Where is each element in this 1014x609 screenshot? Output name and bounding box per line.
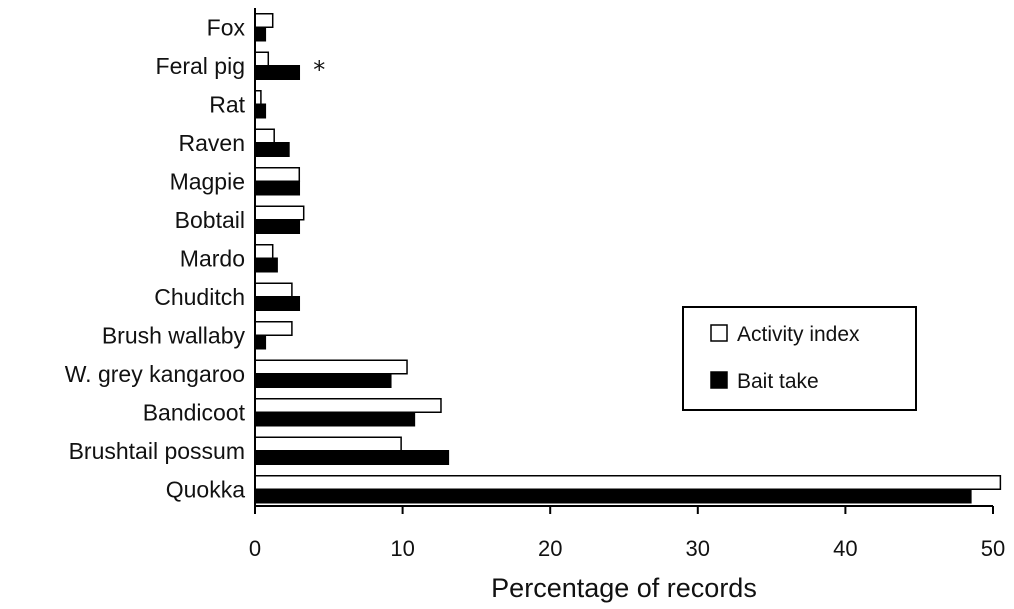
legend: Activity index Bait take [682,306,917,411]
bar-activity-index-feral-pig [254,51,270,67]
category-label-fox: Fox [207,14,246,40]
legend-box [682,306,917,411]
category-label-feral-pig: Feral pig [156,53,245,79]
bar-activity-index-brush-wallaby [254,321,293,336]
bar-activity-index-quokka [254,475,1002,490]
bar-bait-take-bobtail [254,219,301,234]
bar-bait-take-chuditch [254,296,301,311]
category-label-raven: Raven [179,130,245,156]
legend-label-bait-take: Bait take [737,370,819,393]
bars-layer [254,13,1002,504]
x-tick-label-30: 30 [686,536,710,561]
x-axis-ticks: 0 10 20 30 40 50 [249,506,1005,561]
category-labels: Fox Feral pig Rat Raven Magpie Bobtail Mardo Ch… [65,14,246,502]
bar-bait-take-bandicoot [254,411,416,427]
legend-label-activity-index: Activity index [737,323,860,346]
annotations: * [313,56,325,84]
bar-bait-take-rat [254,103,267,119]
bar-bait-take-brush-wallaby [254,334,267,350]
bar-activity-index-w-grey-kangaroo [254,359,408,375]
bar-activity-index-bobtail [254,205,305,221]
category-label-magpie: Magpie [170,168,245,194]
bar-bait-take-mardo [254,257,278,273]
category-label-mardo: Mardo [180,245,245,271]
category-label-quokka: Quokka [166,476,245,502]
bar-activity-index-raven [254,128,275,144]
x-tick-label-50: 50 [981,536,1005,561]
legend-swatch-activity-index [710,324,728,342]
category-label-rat: Rat [209,91,245,117]
x-tick-label-0: 0 [249,536,261,561]
x-tick-label-10: 10 [390,536,414,561]
bar-bait-take-w-grey-kangaroo [254,373,392,388]
bar-activity-index-mardo [254,244,274,259]
bar-activity-index-bandicoot [254,398,442,413]
category-label-brushtail-possum: Brushtail possum [69,438,245,464]
category-label-bobtail: Bobtail [175,207,245,233]
bar-bait-take-fox [254,26,267,42]
bar-bait-take-feral-pig [254,65,301,80]
category-label-w-grey-kangaroo: W. grey kangaroo [65,361,245,387]
category-label-bandicoot: Bandicoot [143,399,246,425]
bar-activity-index-magpie [254,167,301,182]
x-tick-label-40: 40 [833,536,857,561]
bar-bait-take-quokka [254,488,972,504]
category-label-brush-wallaby: Brush wallaby [102,322,246,348]
bar-bait-take-magpie [254,180,301,196]
annotation-feral-pig: * [313,56,325,84]
bar-activity-index-fox [254,13,274,28]
bar-activity-index-brushtail-possum [254,436,402,452]
x-axis-title: Percentage of records [491,573,757,603]
x-tick-label-20: 20 [538,536,562,561]
bar-bait-take-brushtail-possum [254,450,450,465]
bar-activity-index-chuditch [254,282,293,298]
category-label-chuditch: Chuditch [154,284,245,310]
legend-swatch-bait-take [710,371,728,389]
bar-bait-take-raven [254,142,290,157]
